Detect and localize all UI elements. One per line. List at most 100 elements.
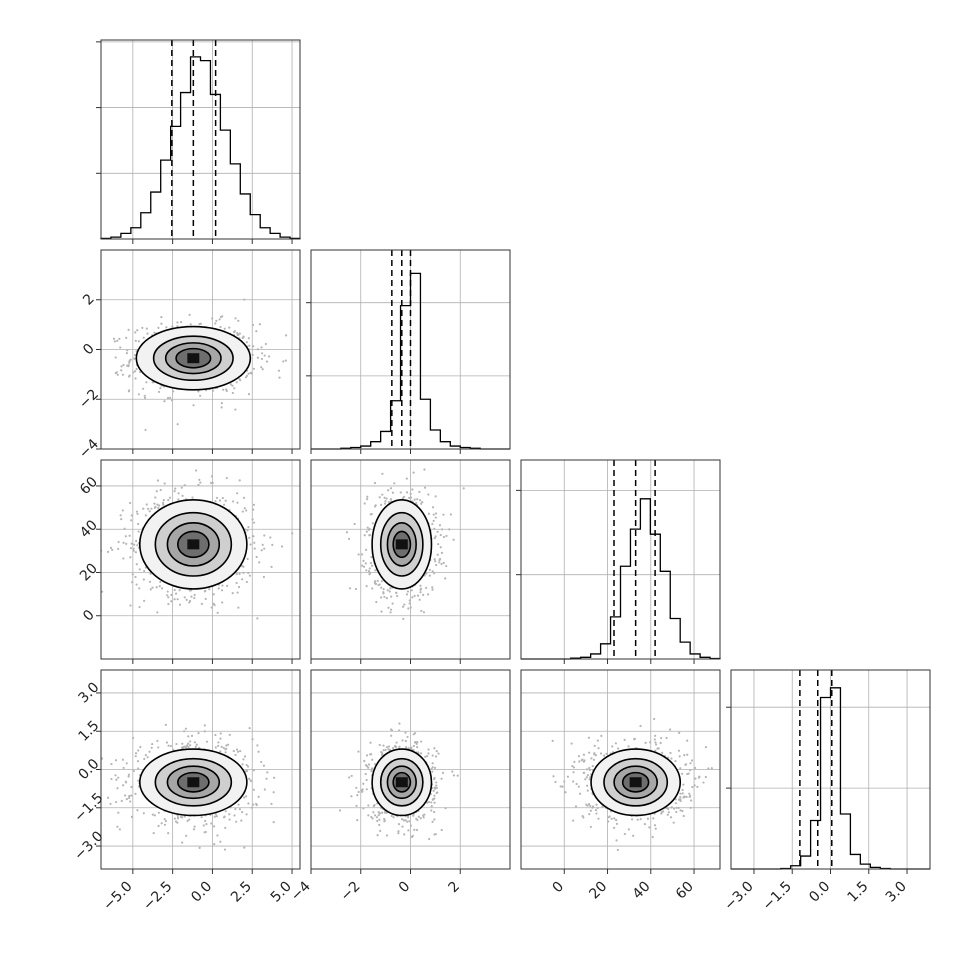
- sample-point: [586, 789, 589, 792]
- x-tick-label: 1.5: [845, 879, 872, 906]
- sample-point: [261, 368, 264, 371]
- sample-point: [240, 819, 243, 822]
- sample-point: [433, 787, 437, 790]
- sample-point: [682, 796, 685, 799]
- sample-point: [129, 501, 132, 505]
- sample-point: [222, 816, 226, 819]
- x-tick-label: −1.5: [760, 879, 795, 914]
- sample-point: [127, 375, 131, 378]
- sample-point: [594, 809, 598, 812]
- sample-point: [381, 472, 384, 475]
- sample-point: [260, 357, 264, 361]
- x-tick-label: 60: [673, 879, 697, 903]
- sample-point: [442, 561, 445, 565]
- sample-point: [382, 744, 385, 747]
- x-tick-label: 0.0: [806, 879, 833, 906]
- sample-point: [262, 575, 266, 579]
- sample-point: [195, 743, 198, 746]
- sample-point: [126, 364, 129, 367]
- sample-point: [211, 389, 215, 392]
- sample-point: [183, 484, 186, 487]
- density-peak: [187, 777, 200, 788]
- sample-point: [404, 731, 407, 734]
- sample-point: [669, 751, 672, 755]
- sample-point: [419, 817, 422, 820]
- sample-point: [114, 759, 118, 762]
- sample-point: [116, 339, 119, 342]
- sample-point: [235, 820, 238, 823]
- sample-point: [694, 766, 697, 770]
- sample-point: [371, 767, 374, 770]
- sample-point: [157, 824, 160, 828]
- sample-point: [129, 604, 132, 607]
- sample-point: [234, 753, 237, 757]
- sample-point: [431, 506, 435, 509]
- y-tick-label: 40: [77, 517, 101, 541]
- sample-point: [143, 599, 146, 602]
- sample-point: [582, 753, 586, 756]
- sample-point: [405, 477, 408, 480]
- sample-point: [120, 369, 123, 372]
- sample-point: [398, 722, 401, 725]
- sample-point: [587, 736, 591, 739]
- sample-point: [246, 529, 249, 532]
- sample-point: [419, 584, 422, 587]
- sample-point: [592, 758, 596, 761]
- sample-point: [215, 496, 219, 500]
- sample-point: [407, 607, 410, 610]
- sample-point: [413, 498, 416, 501]
- sample-point: [135, 510, 139, 513]
- sample-point: [277, 369, 281, 372]
- sample-point: [189, 323, 192, 326]
- sample-point: [681, 788, 684, 792]
- sample-point: [591, 765, 594, 768]
- sample-point: [390, 814, 393, 818]
- sample-point: [257, 795, 260, 798]
- sample-point: [694, 777, 697, 780]
- sample-point: [263, 354, 266, 357]
- x-tick-label: 0: [549, 879, 567, 897]
- sample-point: [653, 738, 656, 741]
- sample-point: [381, 811, 384, 814]
- panel-2-1: [310, 459, 511, 664]
- sample-point: [682, 814, 685, 818]
- sample-point: [382, 749, 385, 752]
- sample-point: [237, 606, 240, 609]
- sample-point: [138, 568, 141, 571]
- sample-point: [408, 599, 411, 602]
- sample-point: [243, 298, 246, 301]
- sample-point: [117, 776, 120, 779]
- panel-0-0: [96, 39, 301, 244]
- sample-point: [416, 746, 419, 749]
- sample-point: [224, 826, 227, 829]
- sample-point: [170, 399, 174, 402]
- sample-point: [430, 805, 433, 808]
- sample-point: [210, 822, 213, 825]
- sample-point: [364, 548, 368, 551]
- contour-line-3: [135, 325, 252, 391]
- sample-point: [365, 530, 368, 533]
- panel-3-2: [520, 669, 721, 874]
- sample-point: [124, 781, 128, 784]
- sample-point: [213, 843, 216, 846]
- sample-point: [433, 747, 436, 750]
- sample-point: [195, 469, 198, 472]
- sample-point: [116, 547, 120, 551]
- sample-point: [591, 805, 595, 808]
- sample-point: [229, 383, 233, 386]
- sample-point: [252, 508, 255, 511]
- sample-point: [437, 752, 440, 755]
- sample-point: [130, 542, 133, 545]
- sample-point: [231, 391, 234, 395]
- sample-point: [220, 589, 224, 592]
- sample-point: [183, 596, 186, 599]
- contour-line-3: [138, 498, 248, 590]
- sample-point: [416, 498, 419, 501]
- panel-content: [338, 722, 459, 841]
- sample-point: [639, 818, 642, 821]
- sample-point: [406, 590, 410, 593]
- sample-point: [589, 804, 592, 808]
- contour-line-2: [603, 757, 669, 807]
- sample-point: [434, 560, 437, 563]
- sample-point: [238, 808, 241, 811]
